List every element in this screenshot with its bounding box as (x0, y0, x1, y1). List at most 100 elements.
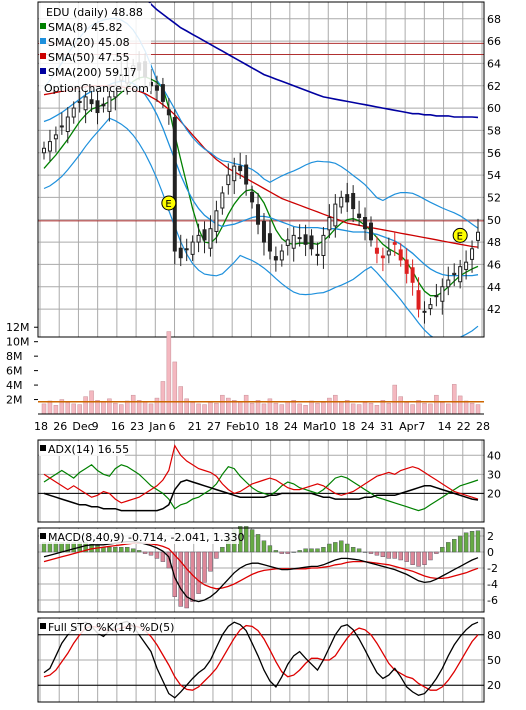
candle-body (297, 237, 302, 240)
earnings-marker: E (161, 195, 177, 211)
candle-body (178, 247, 183, 259)
volume-bar (398, 396, 403, 415)
histogram-bar (440, 547, 445, 553)
y-tick-label: 56 (487, 147, 501, 160)
volume-bar (113, 402, 118, 415)
volume-bar (297, 403, 302, 415)
candle-body (95, 100, 100, 114)
candle-body (83, 96, 88, 111)
volume-bar (410, 404, 415, 415)
legend-label: SMA(200) 59.17 (48, 66, 137, 79)
y-tick-label: 4M (6, 379, 23, 392)
legend-swatch (40, 53, 46, 59)
volume-bar (237, 401, 243, 415)
y-tick-label: 42 (487, 303, 501, 316)
histogram-bar (107, 547, 112, 553)
candle-body (250, 191, 255, 203)
volume-bar (154, 397, 160, 415)
candle-body (47, 141, 52, 152)
volume-bar (350, 403, 356, 415)
volume-bar (202, 404, 207, 415)
candle-body (285, 239, 290, 246)
candle-body (345, 194, 350, 203)
volume-bar (463, 400, 469, 415)
histogram-bar (261, 540, 267, 553)
y-tick-label: 40 (487, 449, 501, 462)
volume-bar (469, 402, 475, 415)
macd-frame (37, 527, 485, 613)
candle-body (166, 109, 171, 116)
candle-body (89, 99, 94, 105)
histogram-bar (148, 551, 154, 556)
x-tick-label: 18 (265, 420, 279, 433)
histogram-bar (166, 551, 172, 569)
candle-body (238, 165, 243, 172)
histogram-bar (119, 547, 124, 553)
earnings-label: E (165, 199, 171, 210)
macd-title-bg (39, 529, 239, 544)
volume-bar (404, 402, 409, 415)
histogram-bar (291, 551, 296, 553)
x-tick-label: Dec (72, 420, 93, 433)
candle-body (416, 290, 421, 310)
sto-title-swatch (40, 623, 46, 629)
volume-bar (226, 397, 231, 415)
volume-bar (303, 405, 308, 415)
candle-body (59, 125, 64, 128)
y-tick-label: 20 (487, 679, 501, 692)
candle-body (428, 304, 433, 310)
sto-title: Full STO %K(14) %D(5) (48, 621, 174, 634)
histogram-bar (279, 551, 285, 554)
histogram-bar (374, 551, 380, 556)
candle-body (220, 192, 225, 209)
x-tick-label: 22 (457, 420, 471, 433)
y-tick-label: 58 (487, 124, 501, 137)
legend-swatch (40, 23, 46, 29)
x-tick-label: 10 (322, 420, 336, 433)
volume-bar (196, 403, 201, 415)
candle-body (339, 196, 344, 208)
candle-body (232, 165, 237, 182)
volume-bar (356, 404, 362, 415)
price-legend: EDU (daily) 48.88 SMA(8) 45.82 SMA(20) 45.… (39, 3, 151, 95)
candle-body (214, 210, 219, 232)
candle-body (267, 233, 272, 252)
histogram-bar (214, 551, 219, 559)
candle-body (291, 234, 296, 249)
y-tick-label: 68 (487, 13, 501, 26)
candle-body (202, 229, 207, 241)
volume-bar (214, 402, 219, 415)
histogram-bar (392, 551, 397, 559)
legend-label: SMA(20) 45.08 (48, 36, 130, 49)
x-tick-label: 27 (207, 420, 221, 433)
volume-bar (208, 402, 213, 415)
y-tick-label: 20 (487, 487, 501, 500)
earnings-circle (161, 195, 177, 211)
legend-swatch (40, 38, 46, 44)
volume-bar (339, 401, 344, 415)
histogram-bar (202, 551, 207, 583)
candle-body (464, 261, 469, 270)
histogram-bar (333, 542, 338, 553)
candle-body (244, 164, 249, 185)
x-tick-label: 10 (245, 420, 259, 433)
y-tick-label: 66 (487, 35, 501, 48)
histogram-bar (446, 542, 451, 553)
volume-bar (457, 395, 463, 415)
histogram-bar (303, 548, 308, 553)
y-tick-label: 80 (487, 629, 501, 642)
y-tick-label: 50 (487, 654, 501, 667)
candle-body (172, 117, 177, 252)
legend-label: SMA(8) 45.82 (48, 21, 123, 34)
macd-signal-line (43, 542, 479, 590)
candle-body (279, 250, 284, 261)
candle-body (77, 100, 82, 103)
histogram-bar (160, 551, 166, 562)
candle-body (42, 147, 46, 154)
volume-bar (475, 404, 481, 415)
volume-bar (451, 384, 457, 415)
earnings-marker: E (452, 227, 468, 243)
histogram-bar (398, 551, 403, 561)
